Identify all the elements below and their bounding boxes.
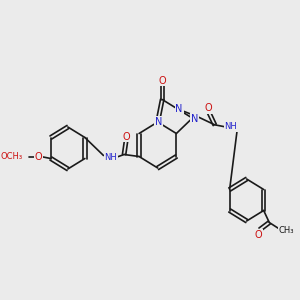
Text: NH: NH (105, 153, 117, 162)
Text: CH₃: CH₃ (278, 226, 294, 235)
Text: O: O (204, 103, 212, 113)
Text: N: N (155, 117, 162, 127)
Text: N: N (190, 114, 198, 124)
Text: O: O (158, 76, 166, 85)
Text: O: O (35, 152, 43, 161)
Text: N: N (176, 104, 183, 114)
Text: O: O (122, 131, 130, 142)
Text: NH: NH (224, 122, 237, 131)
Text: O: O (254, 230, 262, 239)
Text: OCH₃: OCH₃ (1, 152, 23, 161)
